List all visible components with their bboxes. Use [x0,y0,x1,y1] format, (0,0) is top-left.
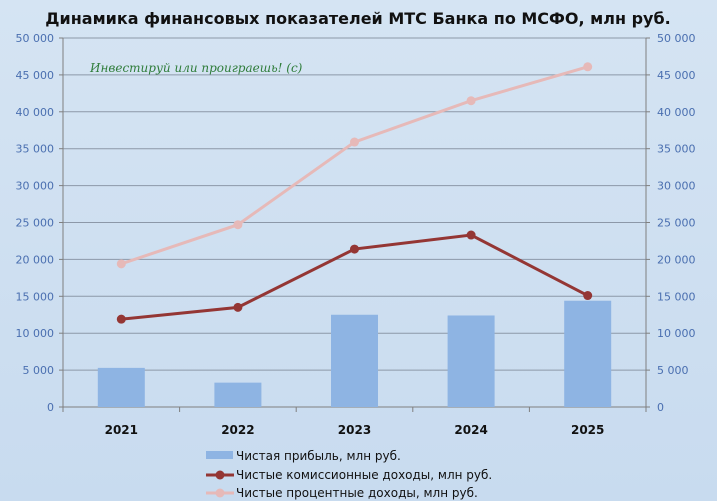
legend-swatch-marker [215,488,225,498]
x-category-label: 2023 [338,423,371,437]
watermark-text: Инвестируй или проиграешь! (с) [89,61,303,75]
series-line-2 [120,65,589,266]
bar-net-profit [214,382,262,407]
legend-label: Чистые процентные доходы, млн руб. [236,486,478,500]
y-tick-label-left: 40 000 [16,106,55,119]
y-tick-label-right: 5 000 [657,364,689,377]
y-tick-label-left: 25 000 [16,217,55,230]
series-point-1 [350,244,359,254]
y-tick-label-left: 20 000 [16,253,55,266]
y-tick-label-right: 25 000 [657,217,696,230]
tick-labels: 0 0 5 000 5 000 10 000 10 000 15 000 15 000 20 0… [16,32,696,437]
y-tick-label-right: 15 000 [657,290,696,303]
line-series [116,62,593,324]
legend-swatch-bar [206,451,233,459]
y-tick-label-left: 0 [47,401,54,414]
y-tick-label-right: 50 000 [657,32,696,45]
y-tick-label-left: 10 000 [16,327,55,340]
bar-series [97,300,612,407]
series-point-1 [233,302,243,312]
x-category-label: 2022 [221,423,254,437]
series-point-2 [583,62,593,72]
legend-label: Чистая прибыль, млн руб. [236,449,401,463]
chart-title: Динамика финансовых показателей МТС Банк… [45,9,670,28]
series-point-2 [350,137,359,147]
legend: Чистая прибыль, млн руб. Чистые комиссион… [206,449,492,500]
series-point-2 [466,96,476,106]
y-tick-label-right: 35 000 [657,143,696,156]
y-tick-label-right: 20 000 [657,253,696,266]
grid-lines [63,37,646,371]
bar-net-profit [447,315,495,407]
series-point-1 [116,314,126,324]
y-tick-label-right: 40 000 [657,106,696,119]
series-point-2 [116,259,126,269]
y-tick-label-right: 0 [657,401,664,414]
y-tick-label-right: 10 000 [657,327,696,340]
y-tick-label-left: 30 000 [16,180,55,193]
series-point-1 [466,230,476,240]
y-tick-label-left: 15 000 [16,290,55,303]
x-category-label: 2024 [454,423,487,437]
y-tick-label-left: 35 000 [16,143,55,156]
y-tick-label-right: 45 000 [657,69,696,82]
bar-net-profit [97,367,145,407]
bar-net-profit [331,314,378,407]
legend-swatch-marker [215,470,225,480]
y-tick-label-left: 5 000 [23,364,55,377]
series-point-2 [233,220,243,230]
y-tick-label-right: 30 000 [657,180,696,193]
bar-net-profit [564,300,612,407]
series-point-1 [583,291,593,301]
legend-label: Чистые комиссионные доходы, млн руб. [236,468,492,482]
x-category-label: 2021 [105,423,138,437]
y-tick-label-left: 45 000 [16,69,55,82]
y-tick-label-left: 50 000 [16,32,55,45]
x-category-label: 2025 [571,423,604,437]
